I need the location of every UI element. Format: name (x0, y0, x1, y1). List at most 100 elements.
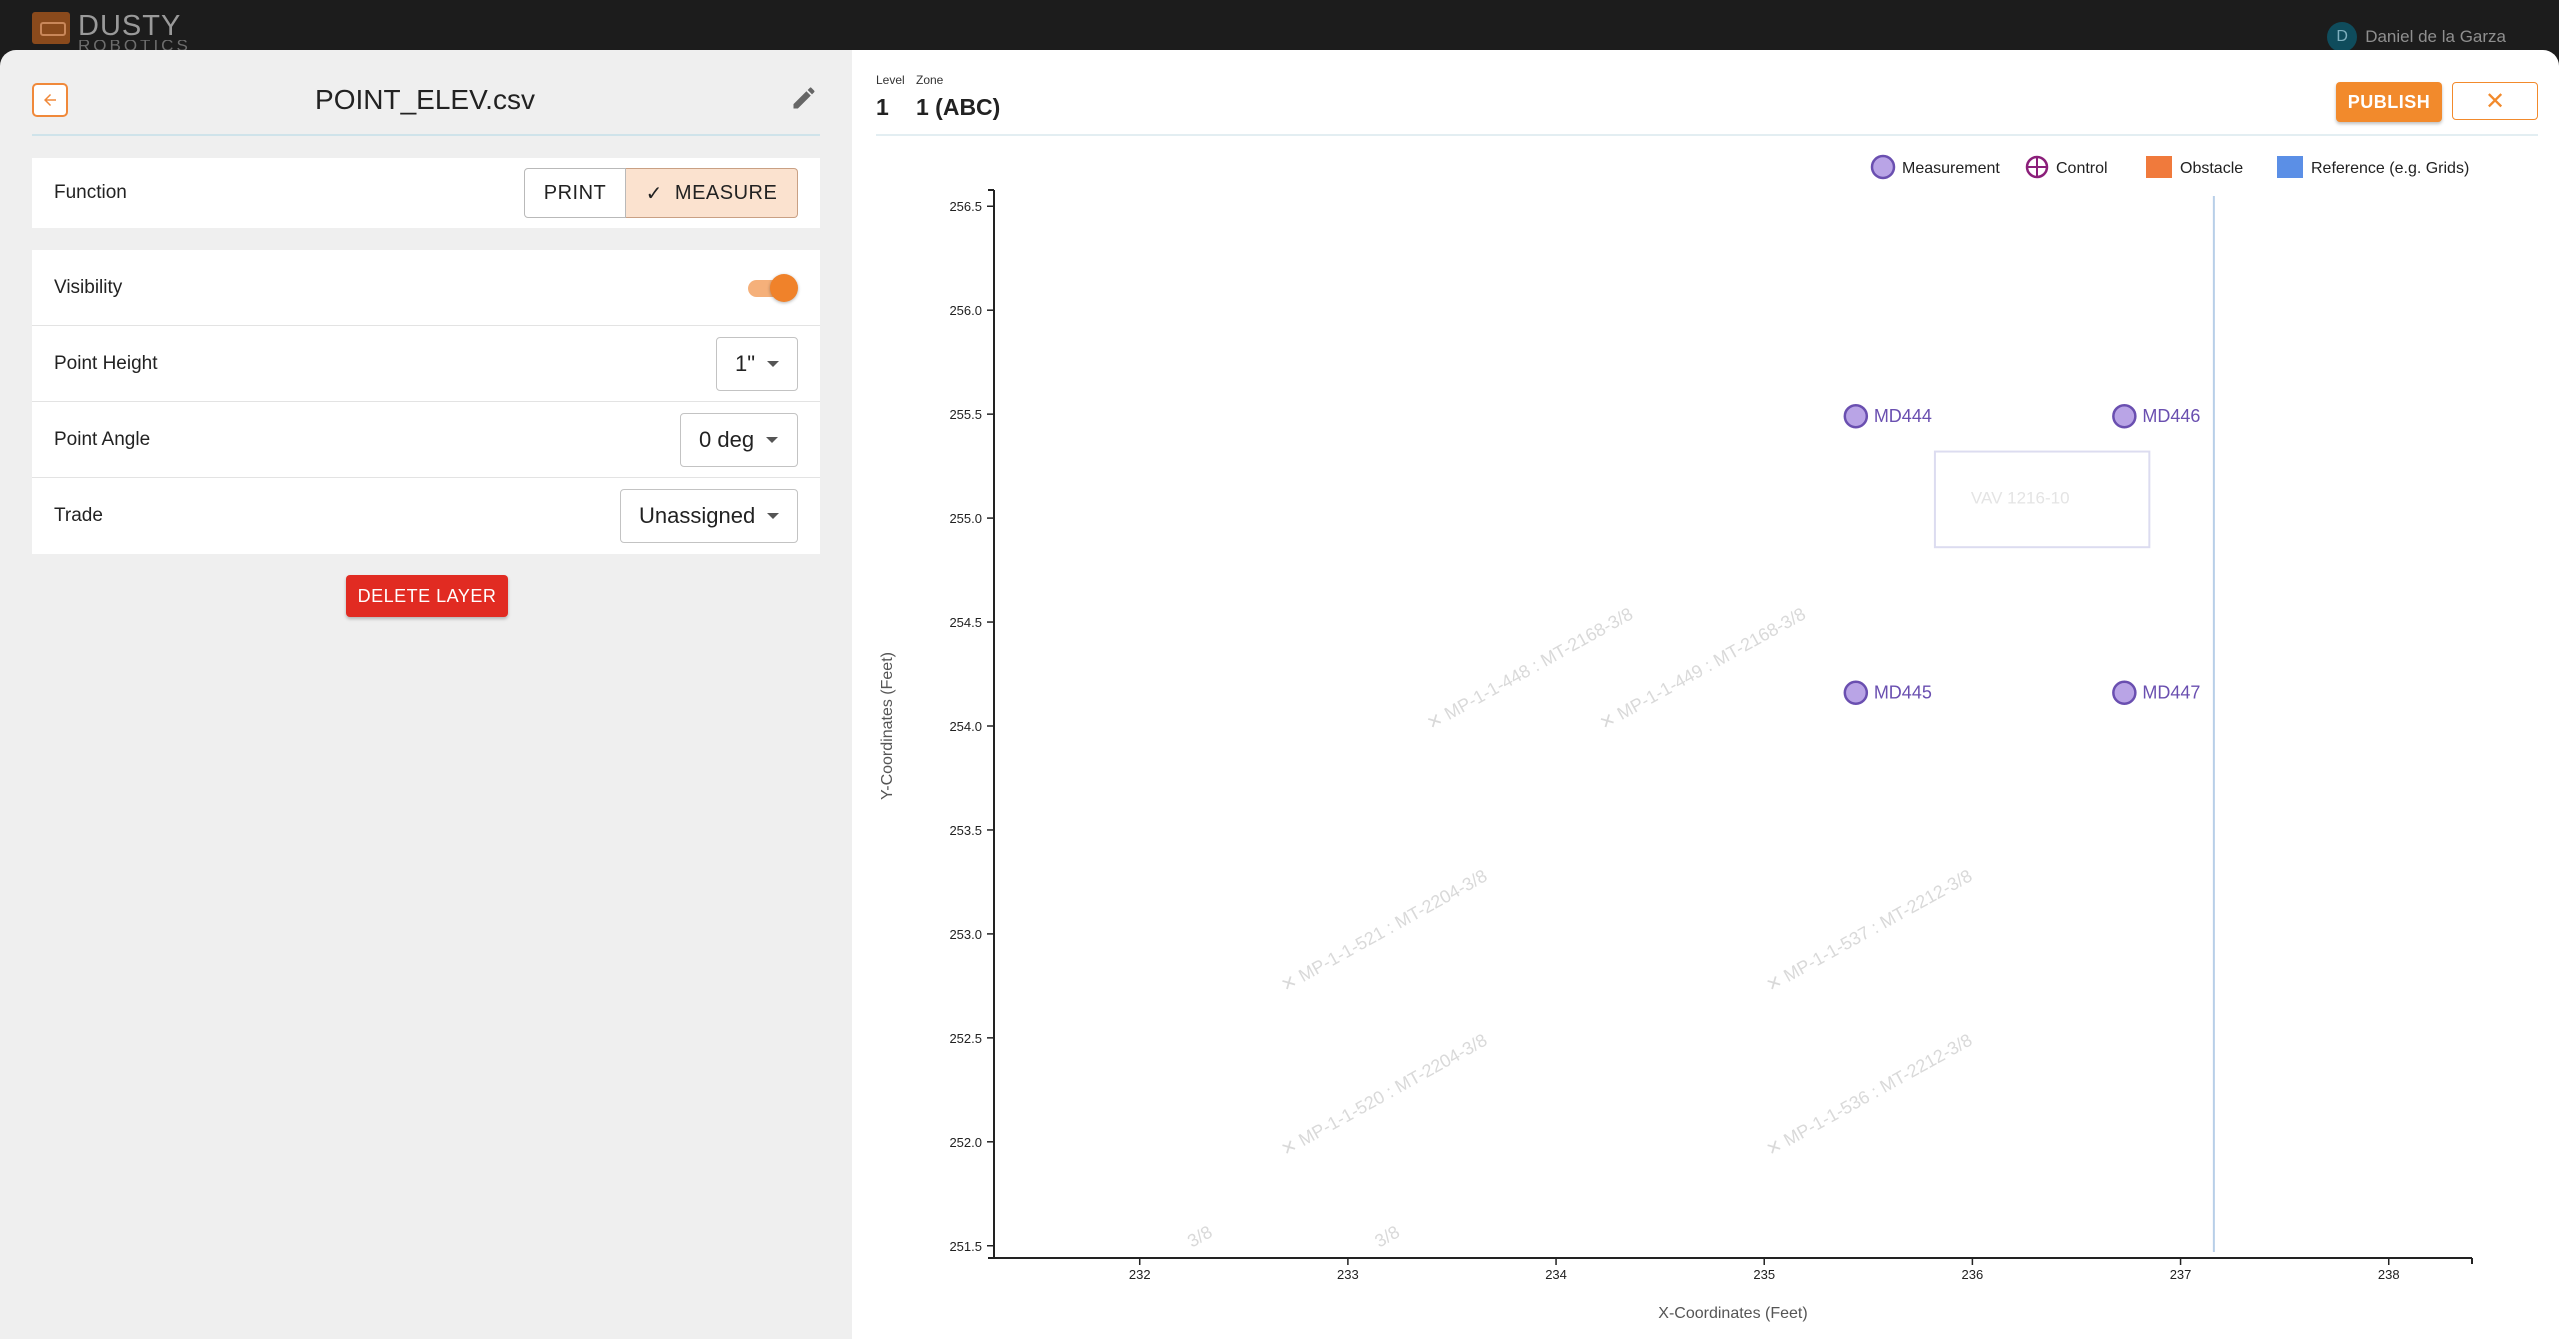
check-icon: ✓ (645, 182, 663, 205)
file-name-title: POINT_ELEV.csv (315, 84, 535, 115)
y-tick-label: 253.0 (949, 927, 982, 942)
y-tick-label: 255.5 (949, 407, 982, 422)
obstacle-legend-icon (2146, 156, 2172, 178)
x-tick-label: 234 (1545, 1267, 1567, 1282)
dusty-logo[interactable]: DUSTY (32, 12, 181, 52)
reference-legend-icon (2277, 156, 2303, 178)
y-tick-label: 254.5 (949, 615, 982, 630)
arrow-left-icon (44, 94, 56, 106)
level-caption: Level (876, 73, 905, 87)
back-button[interactable] (32, 83, 68, 117)
zone-caption: Zone (916, 73, 944, 87)
point-angle-row: Point Angle 0 deg (32, 402, 820, 478)
coordinate-plot[interactable]: ✕ MP-1-1-448 : MT-2168-3/8✕ MP-1-1-449 :… (852, 50, 2559, 1339)
function-toggle-group: PRINT ✓ MEASURE (524, 168, 798, 218)
legend-item: Control (2025, 155, 2108, 179)
measurement-marker (2112, 680, 2137, 705)
point-height-row: Point Height 1" (32, 326, 820, 402)
function-row: Function PRINT ✓ MEASURE (32, 158, 820, 228)
x-tick-label: 232 (1129, 1267, 1151, 1282)
point-height-select[interactable]: 1" (716, 337, 798, 391)
measurement-marker (2112, 403, 2137, 429)
point-height-label: Point Height (54, 352, 158, 374)
measurement-label: MD445 (1874, 683, 1932, 703)
trade-row: Trade Unassigned (32, 478, 820, 554)
legend-label: Obstacle (2180, 160, 2243, 177)
visibility-row: Visibility (32, 250, 820, 326)
title-divider (32, 134, 820, 136)
layer-settings-panel: POINT_ELEV.csv Function PRINT ✓ MEASURE … (0, 50, 852, 1339)
measurement-label: MD444 (1874, 406, 1932, 426)
x-tick-label: 233 (1337, 1267, 1359, 1282)
y-tick-label: 252.0 (949, 1135, 982, 1150)
publish-button[interactable]: PUBLISH (2336, 82, 2442, 122)
x-tick-label: 238 (2378, 1267, 2400, 1282)
x-tick-label: 237 (2170, 1267, 2192, 1282)
trade-label: Trade (54, 505, 103, 526)
level-value: 1 (876, 94, 889, 120)
pencil-icon[interactable] (790, 84, 820, 114)
faded-point-label: ✕ MP-1-1-520 : MT-2204-3/8 (1278, 1030, 1491, 1160)
properties-card: Visibility Point Height 1" Point Angle 0… (32, 250, 820, 554)
measurement-marker (1843, 403, 1869, 429)
function-card: Function PRINT ✓ MEASURE (32, 158, 820, 228)
zone-value: 1 (ABC) (916, 94, 1001, 120)
close-button[interactable]: ✕ (2452, 82, 2538, 120)
x-tick-label: 236 (1962, 1267, 1984, 1282)
y-tick-label: 254.0 (949, 719, 982, 734)
avatar: D (2327, 22, 2358, 52)
close-icon: ✕ (2484, 87, 2506, 115)
y-axis-label: Y-Coordinates (Feet) (879, 652, 896, 800)
trade-select[interactable]: Unassigned (620, 489, 798, 543)
user-name: Daniel de la Garza (2365, 27, 2506, 46)
user-menu[interactable]: D Daniel de la Garza (2327, 22, 2506, 52)
chevron-down-icon (767, 361, 780, 367)
y-tick-label: 256.0 (949, 303, 982, 318)
measurement-label: MD447 (2142, 683, 2200, 703)
chevron-down-icon (766, 437, 779, 443)
visibility-label: Visibility (54, 276, 123, 298)
point-angle-label: Point Angle (54, 428, 151, 450)
top-bar: DUSTY ROBOTICS D Daniel de la Garza (0, 0, 2559, 52)
legend-label: Measurement (1902, 160, 2000, 177)
chart-legend: Measurement Control Obstacle Reference (e.g… (1870, 154, 2469, 180)
toggle-knob (770, 274, 798, 302)
measurement-point[interactable]: MD447 (2112, 680, 2200, 705)
faded-point-label: 3/8 (1184, 1222, 1216, 1252)
chevron-down-icon (767, 513, 780, 519)
measurement-point[interactable]: MD445 (1843, 680, 1932, 705)
header-divider (876, 134, 2538, 136)
measure-option-button[interactable]: ✓ MEASURE (626, 168, 798, 218)
delete-layer-button[interactable]: DELETE LAYER (346, 575, 508, 617)
measurement-legend-icon (1870, 154, 1896, 180)
measurement-point[interactable]: MD444 (1843, 403, 1932, 429)
faded-point-label: ✕ MP-1-1-536 : MT-2212-3/8 (1763, 1030, 1976, 1160)
logo-subtext: ROBOTICS (78, 40, 191, 50)
y-tick-label: 256.5 (949, 199, 982, 214)
legend-item: Reference (e.g. Grids) (2277, 156, 2469, 178)
x-axis-label: X-Coordinates (Feet) (1658, 1305, 1807, 1322)
legend-label: Control (2056, 160, 2108, 177)
point-angle-select[interactable]: 0 deg (680, 413, 798, 467)
faded-point-label: ✕ MP-1-1-521 : MT-2204-3/8 (1278, 866, 1491, 996)
y-tick-label: 253.5 (949, 823, 982, 838)
legend-item: Measurement (1870, 154, 2000, 180)
measurement-marker (1843, 680, 1869, 705)
measurement-label: MD446 (2142, 406, 2200, 426)
legend-item: Obstacle (2146, 156, 2243, 178)
faded-point-label: 3/8 (1371, 1222, 1403, 1252)
plot-view-panel: Level Zone 1 1 (ABC) PUBLISH ✕ ✕ MP-1-1-… (852, 50, 2559, 1339)
faded-point-label: ✕ MP-1-1-537 : MT-2212-3/8 (1763, 866, 1976, 996)
visibility-toggle[interactable] (748, 274, 798, 302)
obstacle-box (1933, 450, 2151, 549)
measurement-point[interactable]: MD446 (2112, 403, 2200, 429)
logo-text: DUSTY (78, 10, 182, 42)
robot-logo-icon (32, 12, 70, 44)
y-tick-label: 251.5 (949, 1239, 982, 1254)
x-tick-label: 235 (1753, 1267, 1775, 1282)
legend-label: Reference (e.g. Grids) (2311, 160, 2469, 177)
obstacle-label: VAV 1216-10 (1971, 489, 2070, 508)
print-option-button[interactable]: PRINT (524, 168, 626, 218)
y-tick-label: 252.5 (949, 1031, 982, 1046)
y-tick-label: 255.0 (949, 511, 982, 526)
